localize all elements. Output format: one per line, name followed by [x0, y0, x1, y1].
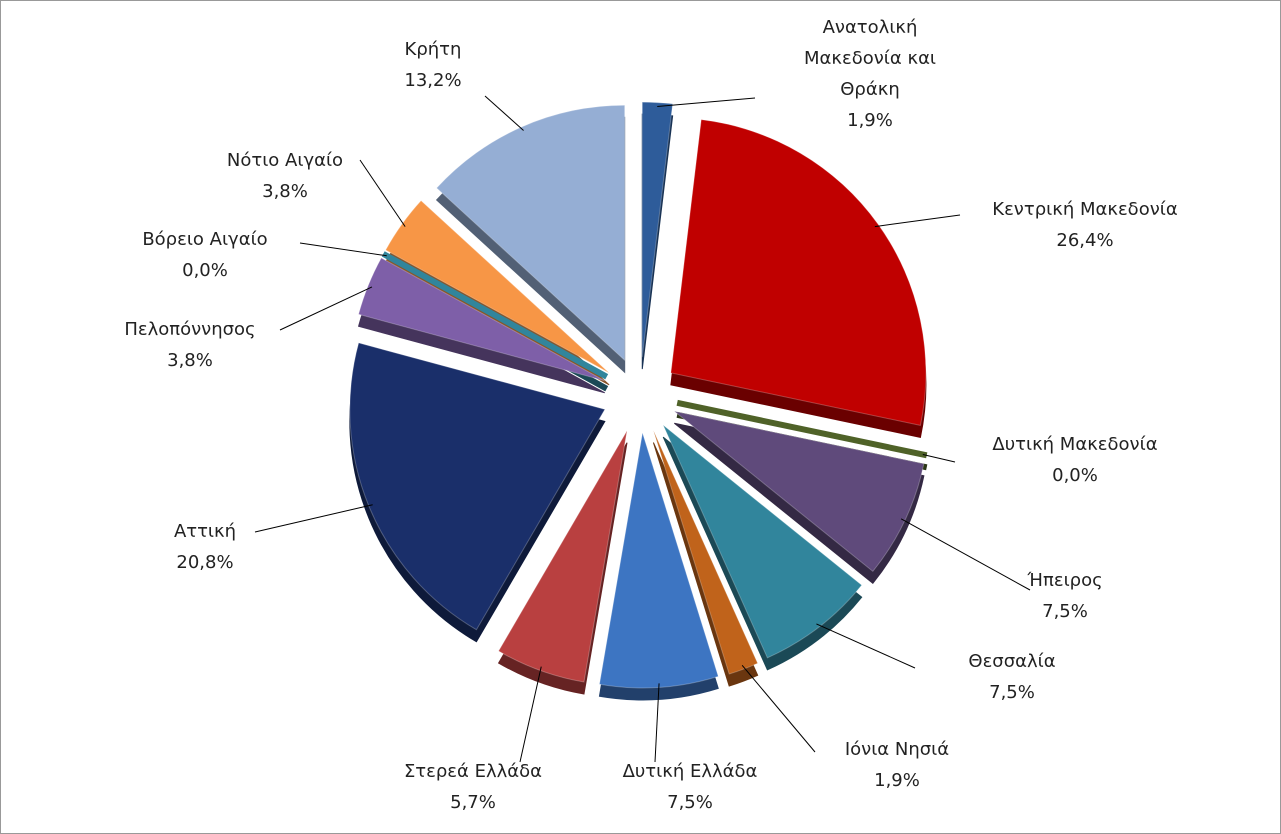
slice	[652, 430, 759, 675]
value-label: 0,0%	[182, 260, 228, 281]
data-label: Στερεά Ελλάδα 5,7%	[343, 756, 603, 818]
data-label: Ιόνια Νησιά 1,9%	[767, 734, 1027, 796]
value-label: 0,0%	[1052, 465, 1098, 486]
leader-line	[816, 623, 916, 669]
data-label: Νότιο Αιγαίο 3,8%	[155, 145, 415, 207]
slice	[384, 199, 610, 374]
leader-line	[484, 95, 524, 131]
category-label: Στερεά Ελλάδα	[403, 761, 543, 782]
value-label: 1,9%	[847, 110, 893, 131]
category-label: Πελοπόννησος	[124, 319, 256, 340]
leader-line	[874, 214, 961, 228]
leader-line	[254, 504, 373, 533]
leader-line	[279, 286, 373, 331]
value-label: 20,8%	[176, 552, 234, 573]
value-label: 3,8%	[167, 350, 213, 371]
value-label: 1,9%	[874, 770, 920, 791]
leader-line	[900, 518, 1031, 591]
category-label: Νότιο Αιγαίο	[226, 150, 344, 171]
leader-line	[741, 665, 816, 753]
category-label: Δυτική Μακεδονία	[992, 434, 1158, 455]
data-label: Βόρειο Αιγαίο 0,0%	[75, 224, 335, 286]
value-label: 3,8%	[262, 181, 308, 202]
category-label: Κρήτη	[404, 39, 462, 60]
leader-line	[922, 454, 956, 463]
value-label: 5,7%	[450, 792, 496, 813]
data-label: Κρήτη 13,2%	[303, 34, 563, 96]
slice	[641, 101, 674, 358]
leader-line	[654, 683, 660, 763]
slice	[670, 119, 927, 426]
data-label: Πελοπόννησος 3,8%	[60, 314, 320, 376]
value-label: 26,4%	[1056, 230, 1114, 251]
category-label: Δυτική Ελλάδα	[622, 761, 758, 782]
data-label: Ανατολική Μακεδονία και Θράκη 1,9%	[800, 12, 940, 136]
leader-line	[519, 666, 542, 763]
value-label: 7,5%	[1042, 601, 1088, 622]
category-label: Αττική	[173, 521, 237, 542]
leader-line	[359, 159, 406, 227]
data-label: Δυτική Μακεδονία 0,0%	[945, 429, 1205, 491]
leader-line	[657, 97, 756, 108]
category-label: Κεντρική Μακεδονία	[992, 199, 1178, 220]
data-label: Θεσσαλία 7,5%	[882, 646, 1142, 708]
value-label: 7,5%	[667, 792, 713, 813]
category-label: Θεσσαλία	[968, 651, 1056, 672]
data-label: Ήπειρος 7,5%	[935, 565, 1195, 627]
data-label: Κεντρική Μακεδονία 26,4%	[955, 194, 1215, 256]
slice	[497, 430, 628, 683]
slice	[662, 424, 863, 659]
slice	[349, 342, 606, 631]
data-label: Αττική 20,8%	[75, 516, 335, 578]
category-label: Ιόνια Νησιά	[844, 739, 950, 760]
value-label: 7,5%	[989, 682, 1035, 703]
slice	[357, 257, 605, 382]
data-label: Δυτική Ελλάδα 7,5%	[560, 756, 820, 818]
category-label: Βόρειο Αιγαίο	[142, 229, 268, 250]
slice	[435, 104, 626, 362]
category-label: Ανατολική Μακεδονία και Θράκη	[803, 17, 937, 100]
category-label: Ήπειρος	[1027, 570, 1103, 591]
value-label: 13,2%	[404, 70, 462, 91]
leader-line	[299, 242, 387, 257]
